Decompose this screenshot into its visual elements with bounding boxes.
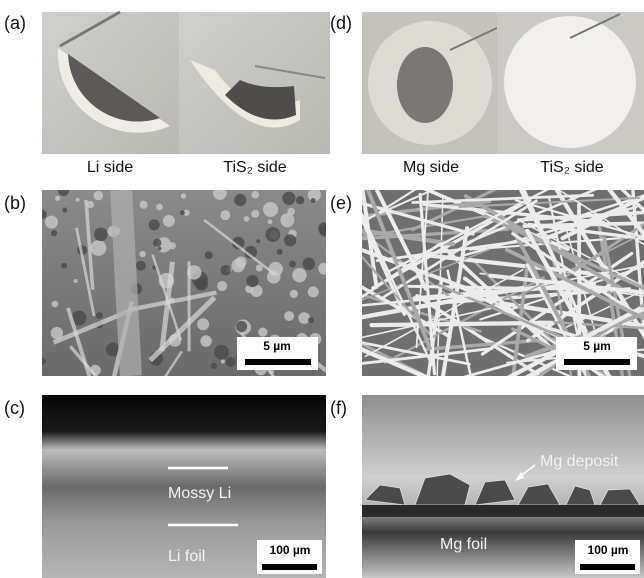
caption: Mg side bbox=[403, 159, 459, 176]
scale-bar: 5 µm bbox=[237, 337, 318, 370]
texture bbox=[139, 251, 145, 257]
scale-bar: 100 µm bbox=[257, 540, 322, 574]
texture bbox=[163, 215, 175, 227]
texture bbox=[156, 204, 163, 211]
annotation: Mg foil bbox=[440, 536, 487, 553]
texture bbox=[256, 239, 260, 243]
caption: TiS₂ side bbox=[223, 159, 287, 176]
texture bbox=[289, 261, 296, 268]
texture bbox=[181, 193, 186, 198]
texture bbox=[303, 258, 315, 270]
texture bbox=[284, 311, 294, 321]
texture bbox=[311, 198, 316, 203]
texture bbox=[217, 281, 227, 291]
texture bbox=[284, 234, 296, 246]
texture bbox=[251, 210, 259, 218]
texture bbox=[371, 323, 551, 325]
texture bbox=[292, 268, 306, 282]
panel-label: (b) bbox=[4, 193, 26, 213]
panel-label: (f) bbox=[330, 398, 347, 418]
texture bbox=[298, 312, 310, 324]
texture bbox=[90, 240, 106, 256]
texture bbox=[235, 256, 246, 267]
texture bbox=[213, 186, 227, 200]
texture bbox=[258, 327, 267, 336]
texture bbox=[221, 359, 225, 363]
panel-label: (e) bbox=[330, 193, 352, 213]
texture bbox=[58, 185, 69, 196]
photo-d bbox=[362, 12, 644, 154]
texture bbox=[246, 275, 258, 287]
texture bbox=[180, 210, 185, 215]
texture bbox=[96, 312, 103, 319]
texture bbox=[45, 216, 58, 229]
annotation: Mossy Li bbox=[168, 485, 231, 502]
texture bbox=[157, 246, 161, 250]
texture bbox=[280, 213, 294, 227]
texture bbox=[296, 196, 304, 204]
texture bbox=[211, 363, 217, 369]
texture bbox=[263, 202, 278, 217]
caption: TiS₂ side bbox=[540, 159, 604, 176]
panel-label: (c) bbox=[4, 398, 25, 418]
texture bbox=[153, 239, 161, 247]
texture bbox=[265, 227, 280, 242]
scale-bar-label: 5 µm bbox=[263, 339, 291, 353]
texture bbox=[214, 345, 229, 360]
texture bbox=[290, 290, 298, 298]
texture bbox=[251, 191, 259, 199]
texture bbox=[277, 249, 283, 255]
annotation: Li foil bbox=[168, 548, 205, 565]
panel-label: (a) bbox=[4, 13, 26, 33]
scale-bar-label: 5 µm bbox=[583, 339, 611, 353]
scale-bar: 5 µm bbox=[556, 337, 637, 370]
texture bbox=[220, 210, 230, 220]
texture bbox=[234, 194, 246, 206]
texture bbox=[38, 358, 45, 365]
texture bbox=[268, 219, 273, 224]
scale-bar-label: 100 µm bbox=[588, 543, 629, 557]
texture bbox=[149, 219, 160, 230]
texture bbox=[169, 242, 176, 249]
scale-bar-label: 100 µm bbox=[270, 543, 311, 557]
texture bbox=[51, 230, 57, 236]
texture bbox=[140, 201, 148, 209]
figure: 5 µm 5 µm 100 µm 100 µm (a) (b) (c) (d) … bbox=[0, 0, 644, 578]
texture bbox=[220, 265, 231, 276]
texture bbox=[38, 210, 47, 219]
texture bbox=[282, 192, 295, 205]
texture bbox=[244, 216, 250, 222]
texture bbox=[94, 228, 108, 242]
texture bbox=[76, 198, 80, 202]
caption: Li side bbox=[87, 159, 133, 176]
texture bbox=[136, 261, 146, 271]
texture bbox=[236, 321, 247, 332]
texture bbox=[200, 335, 212, 347]
panel-label: (d) bbox=[330, 13, 352, 33]
texture bbox=[308, 317, 314, 323]
photo-a bbox=[42, 12, 330, 154]
texture bbox=[74, 279, 78, 283]
texture bbox=[55, 196, 60, 201]
texture bbox=[61, 263, 67, 269]
annotation: Mg deposit bbox=[540, 453, 619, 470]
texture bbox=[93, 191, 103, 201]
texture bbox=[318, 222, 330, 234]
texture bbox=[205, 251, 213, 259]
texture bbox=[226, 357, 236, 367]
texture bbox=[318, 263, 330, 275]
texture bbox=[52, 301, 59, 308]
texture bbox=[62, 208, 67, 213]
texture bbox=[308, 286, 319, 297]
texture bbox=[197, 318, 209, 330]
scale-bar: 100 µm bbox=[575, 540, 640, 574]
